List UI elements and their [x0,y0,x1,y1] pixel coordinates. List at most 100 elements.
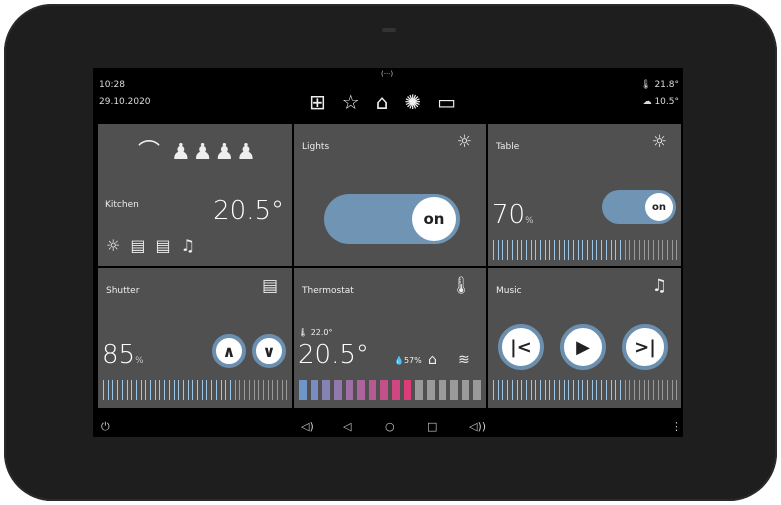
table-unit: % [525,216,534,226]
slider-tick [497,240,499,260]
slider-tick [563,240,565,260]
tile-lights[interactable]: Lights ☼ on [294,124,486,266]
slider-tick [310,380,319,400]
slider-tick [103,380,104,400]
tile-kitchen[interactable]: ⌒ ♟♟♟♟ Kitchen 20.5° ☼ ▤ ▤ ♫ [98,124,292,266]
slider-tick [596,380,598,400]
shutter-up-button[interactable]: ∧ [212,334,246,368]
shutter-label: Shutter [106,286,140,296]
next-track-button[interactable]: >| [622,324,668,370]
slider-tick [516,380,518,400]
setpoint: 🌡 22.0° [298,328,333,337]
tile-shutter[interactable]: Shutter ▤ 85% ∧ ∨ [98,268,292,408]
slider-tick [507,380,508,400]
slider-tick [286,380,288,400]
recents-icon[interactable]: □ [427,420,438,433]
lights-label: Lights [302,142,330,152]
top-nav: ⊞ ☆ ⌂ ✺ ▭ [309,90,456,114]
thermometer-icon: 🌡 [450,276,472,296]
slider-tick [215,380,217,400]
home-icon[interactable]: ⌂ [375,90,389,114]
indoor-temp: 🌡 21.8° [640,80,679,90]
slider-tick [648,380,649,400]
back-icon[interactable]: ◁ [343,420,352,433]
shutter-unit: % [135,356,144,366]
home-mode-icon[interactable]: ⌂ [428,352,437,368]
thermostat-slider[interactable] [298,380,482,400]
light-bulb-icon: ☼ [651,132,667,152]
light-bulb-icon: ☼ [456,132,472,152]
slider-tick [530,240,532,260]
slider-tick [629,380,631,400]
music-note-icon[interactable]: ♫ [180,236,195,255]
menu-icon[interactable]: ⋮ [671,420,682,433]
tile-music[interactable]: Music ♫ |< ▶ >| [488,268,681,408]
slider-tick [634,380,635,400]
slider-tick [415,380,423,400]
slider-tick [192,380,194,400]
slider-tick [643,380,645,400]
thermometer-icon: 🌡 [640,80,652,90]
humidity: 💧57% [394,356,422,365]
lights-toggle[interactable]: on [324,194,460,244]
slider-tick [502,240,504,260]
slider-tick [535,380,537,400]
rooms-icon[interactable]: ⊞ [309,90,326,114]
tile-thermostat[interactable]: Thermostat 🌡 🌡 22.0° 20.5° 💧57% ⌂ ≋ [294,268,486,408]
slider-tick [540,380,541,400]
star-icon[interactable]: ☆ [341,90,360,114]
table-toggle[interactable]: on [602,190,676,224]
slider-tick [605,380,607,400]
shutter-up-icon[interactable]: ▤ [130,236,146,255]
shutter-position-slider[interactable] [102,380,288,400]
shutter-percent: 85 [102,340,136,370]
slider-tick [117,380,118,400]
light-bulb-icon[interactable]: ☼ [106,236,121,255]
tile-table[interactable]: Table ☼ 70% on [488,124,681,266]
slider-tick [368,380,377,400]
slider-tick [554,240,555,260]
slider-tick [299,380,307,400]
slider-tick [112,380,114,400]
slider-tick [178,380,179,400]
slider-tick [333,380,342,400]
slider-tick [643,240,645,260]
volume-up-icon[interactable]: ◁)) [469,420,487,433]
table-dimmer-slider[interactable] [492,240,678,260]
camera [382,28,396,32]
play-button[interactable]: ▶ [560,324,606,370]
slider-tick [403,380,412,400]
slider-tick [587,240,588,260]
slider-tick [248,380,250,400]
previous-track-button[interactable]: |< [498,324,544,370]
slider-tick [525,380,527,400]
heating-icon[interactable]: ≋ [458,352,470,368]
gear-icon[interactable]: ✺ [404,90,422,114]
android-home-icon[interactable]: ○ [385,420,395,433]
slider-tick [187,380,189,400]
slider-tick [568,380,569,400]
table-label: Table [496,142,520,152]
slider-tick [493,380,494,400]
slider-tick [357,380,365,400]
slider-tick [615,240,616,260]
shutter-down-icon[interactable]: ▤ [155,236,171,255]
slider-tick [624,240,626,260]
power-icon[interactable]: ⏻ [101,420,110,433]
slider-tick [652,240,654,260]
slider-tick [610,380,612,400]
slider-tick [624,380,626,400]
slider-tick [582,240,584,260]
slider-tick [461,380,470,400]
volume-down-icon[interactable]: ◁) [301,420,314,433]
slider-tick [107,380,109,400]
slider-tick [615,380,616,400]
slider-tick [258,380,259,400]
slider-tick [549,380,551,400]
slider-tick [634,240,635,260]
volume-slider[interactable] [492,380,678,400]
chat-icon[interactable]: ▭ [437,90,457,114]
shutter-down-button[interactable]: ∨ [252,334,286,368]
screen: 10:28 29.10.2020 (···) ⊞ ☆ ⌂ ✺ ▭ 🌡 21.8°… [93,68,683,437]
slider-tick [168,380,170,400]
